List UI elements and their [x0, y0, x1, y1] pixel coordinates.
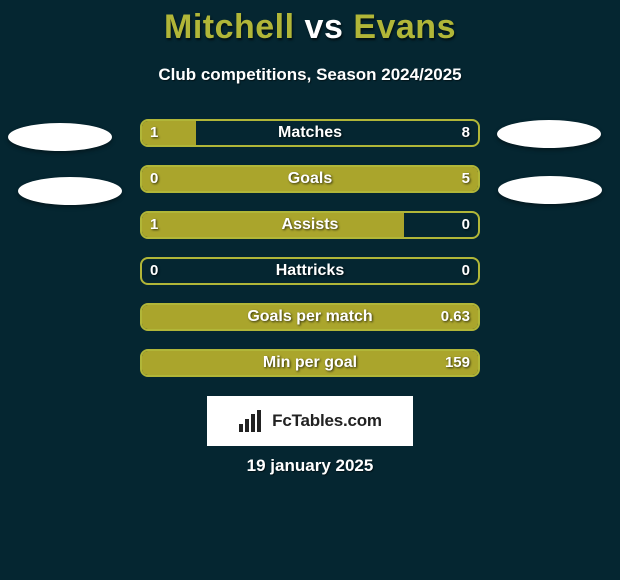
player2-name: Evans: [353, 8, 456, 46]
bar-fill: [142, 351, 478, 375]
comparison-chart: Matches18Goals05Assists10Hattricks00Goal…: [0, 110, 620, 386]
subtitle: Club competitions, Season 2024/2025: [0, 65, 620, 85]
bar-track: [140, 257, 480, 285]
bar-track: [140, 165, 480, 193]
badge-text: FcTables.com: [272, 411, 382, 431]
bar-fill: [142, 167, 478, 191]
bar-fill-left: [142, 213, 404, 237]
stat-row: Assists10: [0, 202, 620, 248]
bar-track: [140, 349, 480, 377]
player-logo-placeholder: [18, 177, 122, 205]
player-logo-placeholder: [8, 123, 112, 151]
bar-track: [140, 211, 480, 239]
page: Mitchell vs Evans Club competitions, Sea…: [0, 0, 620, 580]
player-logo-placeholder: [497, 120, 601, 148]
bar-fill-left: [142, 121, 196, 145]
player-logo-placeholder: [498, 176, 602, 204]
bar-track: [140, 303, 480, 331]
bar-fill: [142, 305, 478, 329]
stat-row: Hattricks00: [0, 248, 620, 294]
fctables-badge: FcTables.com: [207, 396, 413, 446]
bars-icon: [238, 410, 266, 432]
player1-name: Mitchell: [164, 8, 295, 46]
stat-row: Goals per match0.63: [0, 294, 620, 340]
stat-row: Min per goal159: [0, 340, 620, 386]
vs-text: vs: [305, 8, 344, 46]
date-text: 19 january 2025: [0, 456, 620, 476]
bar-track: [140, 119, 480, 147]
page-title: Mitchell vs Evans: [0, 0, 620, 47]
